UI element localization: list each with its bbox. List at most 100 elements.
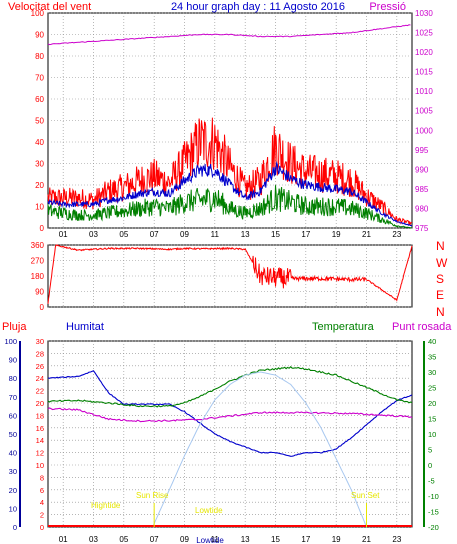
label-rain: Pluja <box>2 321 27 333</box>
right-tick-label: 1000 <box>415 126 433 135</box>
left-tick-label: 80 <box>35 52 44 61</box>
right-tick-label: 1030 <box>415 9 433 18</box>
left-tick-label: 50 <box>35 117 44 126</box>
left-tick-label: 0 <box>40 303 45 312</box>
series-solar <box>152 371 367 528</box>
compass-n-bottom: N <box>436 305 445 319</box>
rain-tick-label: 14 <box>36 436 44 445</box>
annotation-sunrise: Sun Rise <box>136 491 169 500</box>
x-tick-label: 15 <box>271 535 280 544</box>
x-tick-label: 01 <box>59 230 68 239</box>
series-green <box>47 185 413 229</box>
left-tick-label: 60 <box>35 95 44 104</box>
temp-tick-label: 15 <box>428 415 436 424</box>
x-tick-label: 07 <box>150 535 159 544</box>
x-tick-label: 17 <box>301 230 310 239</box>
series-blue <box>47 160 413 227</box>
left-tick-label: 270 <box>31 257 45 266</box>
right-tick-label: 1005 <box>415 107 433 116</box>
x-tick-label: 11 <box>211 535 220 544</box>
temp-tick-label: 30 <box>428 368 436 377</box>
panel3-frame <box>47 340 413 528</box>
x-tick-label: 09 <box>180 535 189 544</box>
x-tick-label: 13 <box>241 230 250 239</box>
rain-tick-label: 2 <box>40 511 44 520</box>
rain-tick-label: 4 <box>40 498 44 507</box>
compass-w: W <box>436 256 448 270</box>
x-tick-label: 01 <box>59 535 68 544</box>
humidity-tick-label: 50 <box>9 430 17 439</box>
temp-tick-label: -5 <box>428 477 435 486</box>
temp-tick-label: -10 <box>428 492 439 501</box>
right-tick-label: 1025 <box>415 29 433 38</box>
left-tick-label: 360 <box>31 241 45 250</box>
left-tick-label: 40 <box>35 138 44 147</box>
rain-tick-label: 22 <box>36 387 44 396</box>
x-tick-label: 09 <box>180 230 189 239</box>
humidity-tick-label: 10 <box>9 504 17 513</box>
left-tick-label: 10 <box>35 203 44 212</box>
title-pressure: Pressió <box>369 1 406 13</box>
series-temperatura <box>47 366 413 408</box>
humidity-tick-label: 70 <box>9 393 17 402</box>
series-wind-direction <box>47 244 413 304</box>
x-tick-label: 05 <box>119 230 128 239</box>
left-tick-label: 180 <box>31 272 45 281</box>
rain-tick-label: 0 <box>40 523 44 532</box>
rain-tick-label: 24 <box>36 374 44 383</box>
left-tick-label: 20 <box>35 181 44 190</box>
humidity-tick-label: 100 <box>4 337 17 346</box>
right-tick-label: 1010 <box>415 87 433 96</box>
right-tick-label: 995 <box>415 146 429 155</box>
x-tick-label: 03 <box>89 230 98 239</box>
left-tick-label: 0 <box>40 224 45 233</box>
temp-tick-label: 40 <box>428 337 436 346</box>
rain-tick-label: 28 <box>36 349 44 358</box>
humidity-tick-label: 40 <box>9 449 17 458</box>
series-punt-rosada <box>47 407 413 423</box>
compass-n-top: N <box>436 239 445 253</box>
x-tick-label: 19 <box>332 230 341 239</box>
x-tick-label: 11 <box>211 230 220 239</box>
x-tick-label: 21 <box>362 535 371 544</box>
series-humitat <box>47 370 413 457</box>
left-tick-label: 70 <box>35 74 44 83</box>
x-tick-label: 23 <box>392 230 401 239</box>
label-dewpoint: Punt rosada <box>392 321 452 333</box>
temp-tick-label: -20 <box>428 523 439 532</box>
annotation-lowtide-2: Lowtide <box>196 536 224 544</box>
panel-wind-pressure: 1009080706050403020100103010251020101510… <box>31 9 434 239</box>
x-tick-label: 21 <box>362 230 371 239</box>
x-tick-label: 07 <box>150 230 159 239</box>
temp-tick-label: 25 <box>428 384 436 393</box>
rain-tick-label: 20 <box>36 399 44 408</box>
temp-tick-label: -15 <box>428 508 439 517</box>
humidity-tick-label: 60 <box>9 411 17 420</box>
left-tick-label: 90 <box>35 288 44 297</box>
temp-tick-label: 20 <box>428 399 436 408</box>
title-wind-speed: Velocitat del vent <box>8 1 91 13</box>
compass-e: E <box>436 288 444 302</box>
left-tick-label: 100 <box>31 9 45 18</box>
temp-tick-label: 5 <box>428 446 432 455</box>
humidity-tick-label: 90 <box>9 356 17 365</box>
left-tick-label: 90 <box>35 31 44 40</box>
series-magenta <box>47 24 411 46</box>
annotation-sunset: Sun Set <box>351 491 380 500</box>
series-red <box>47 117 413 227</box>
label-temperature: Temperatura <box>312 321 375 333</box>
rain-tick-label: 12 <box>36 449 44 458</box>
right-tick-label: 1015 <box>415 68 433 77</box>
label-humidity: Humitat <box>66 321 104 333</box>
humidity-tick-label: 80 <box>9 374 17 383</box>
x-tick-label: 05 <box>119 535 128 544</box>
x-tick-label: 13 <box>241 535 250 544</box>
x-tick-label: 23 <box>392 535 401 544</box>
annotation-hightide: Hightide <box>91 501 121 510</box>
annotation-lowtide: Lowtide <box>195 506 223 515</box>
x-tick-label: 03 <box>89 535 98 544</box>
right-tick-label: 980 <box>415 204 429 213</box>
left-tick-label: 30 <box>35 160 44 169</box>
